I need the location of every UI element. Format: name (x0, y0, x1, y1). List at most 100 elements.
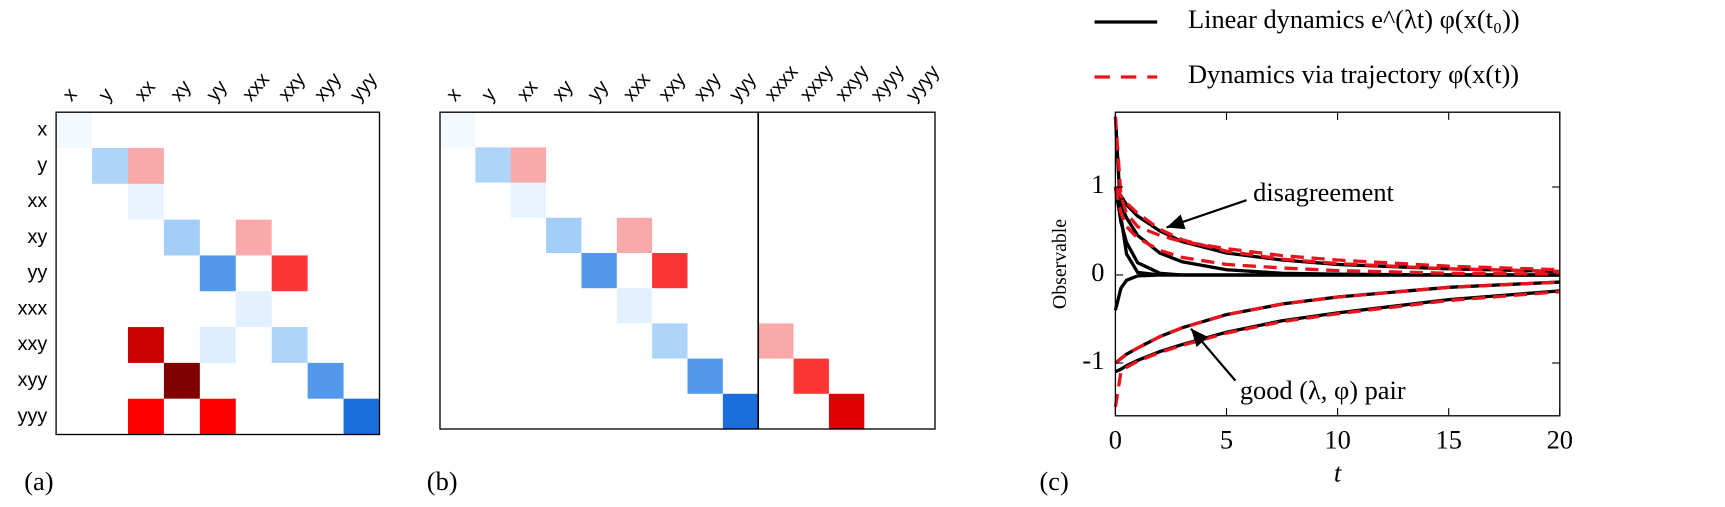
heatmap-cell (864, 112, 901, 148)
heatmap-cell (652, 288, 689, 324)
heatmap-cell (235, 148, 273, 185)
column-label: xxxx (760, 61, 802, 106)
row-label: xxy (18, 333, 48, 355)
heatmap-cell (343, 219, 381, 256)
heatmap-cell (199, 398, 237, 436)
heatmap-cell (475, 112, 512, 148)
heatmap-cell (652, 358, 689, 395)
column-label: x (58, 84, 81, 106)
column-label: xyy (310, 69, 346, 106)
heatmap-cell (343, 362, 381, 400)
heatmap-cell (307, 291, 345, 328)
heatmap-cell (899, 393, 936, 430)
heatmap-cell (475, 323, 512, 360)
x-tick-label: 5 (1220, 424, 1233, 454)
heatmap-cell (307, 148, 345, 185)
heatmap-cell (271, 255, 309, 292)
x-tick-label: 10 (1324, 424, 1350, 454)
heatmap-cell (652, 182, 689, 219)
heatmap-cell (616, 288, 653, 324)
heatmap-cell (793, 112, 830, 148)
heatmap-cell (722, 112, 759, 148)
row-label: y (37, 154, 47, 176)
heatmap-cell (616, 323, 653, 360)
heatmap-cell (864, 147, 901, 184)
heatmap-cell (546, 288, 582, 324)
heatmap-cell (581, 358, 618, 395)
heatmap-cell (828, 323, 865, 360)
heatmap-cell (510, 323, 547, 360)
heatmap-cell (616, 112, 653, 148)
heatmap-cell (510, 358, 547, 395)
heatmap-cell (343, 327, 381, 364)
heatmap-cell (652, 253, 689, 289)
heatmap-cell (92, 219, 129, 256)
heatmap-cell (899, 182, 936, 219)
heatmap-cell (235, 291, 273, 328)
heatmap-cell (56, 291, 93, 328)
heatmap-cell (546, 358, 582, 395)
heatmap-cell (199, 219, 237, 256)
heatmap-cell (793, 253, 830, 289)
heatmap-cell (652, 217, 689, 254)
heatmap-cell (899, 253, 936, 289)
heatmap-cell (127, 219, 165, 256)
row-label: xxx (18, 297, 48, 319)
heatmap-cell (163, 291, 201, 328)
heatmap-cell (828, 182, 865, 219)
heatmap-cell (56, 398, 93, 436)
heatmap-cell (475, 288, 512, 324)
row-label: xyy (18, 369, 48, 391)
heatmap-cell (271, 183, 309, 221)
heatmap-cell (56, 327, 93, 364)
curve (1113, 273, 1560, 311)
heatmap-cell (722, 182, 759, 219)
heatmap-cell (793, 147, 830, 184)
panel-label: (b) (427, 466, 458, 496)
heatmap-cell (828, 217, 865, 254)
heatmap-cell (440, 253, 476, 289)
heatmap-cell (828, 288, 865, 324)
heatmap-cell (510, 112, 547, 148)
heatmap-cell (616, 182, 653, 219)
curve (1114, 186, 1560, 274)
curve (1114, 289, 1560, 374)
heatmap-cell (793, 393, 830, 430)
heatmap-cell (271, 112, 309, 149)
heatmap-cell (793, 358, 830, 395)
column-label: yyy (725, 69, 761, 106)
heatmap-cell (899, 147, 936, 184)
heatmap-cell (343, 148, 381, 185)
heatmap-cell (56, 362, 93, 400)
heatmap-cell (56, 255, 93, 292)
heatmap-cell (758, 217, 795, 254)
row-label: yy (28, 262, 48, 284)
heatmap-cell (127, 183, 165, 221)
heatmap-cell (581, 147, 618, 184)
heatmap-cell (56, 219, 93, 256)
heatmap-cell (235, 112, 273, 149)
heatmap-cell (92, 255, 129, 292)
heatmap-cell (343, 112, 381, 149)
heatmap-cell (271, 327, 309, 364)
heatmap-cell (793, 323, 830, 360)
column-label: xyyy (866, 61, 908, 106)
heatmap-cell (899, 112, 936, 148)
heatmap-cell (92, 327, 129, 364)
column-label: xxy (274, 69, 310, 106)
curve (1113, 186, 1560, 276)
heatmap-frame (55, 111, 381, 436)
column-label: xxy (654, 69, 690, 106)
heatmap-cell (92, 183, 129, 221)
y-tick-label: -1 (1082, 345, 1104, 375)
heatmap-cell (235, 183, 273, 221)
heatmap-cell (828, 393, 865, 430)
heatmap-cell (581, 393, 618, 430)
heatmap-cell (127, 255, 165, 292)
heatmap-cell (163, 112, 201, 149)
heatmap-cell (199, 362, 237, 400)
heatmap-cell (307, 398, 345, 436)
y-axis-label: Observable (1049, 219, 1071, 309)
heatmap-cell (92, 291, 129, 328)
